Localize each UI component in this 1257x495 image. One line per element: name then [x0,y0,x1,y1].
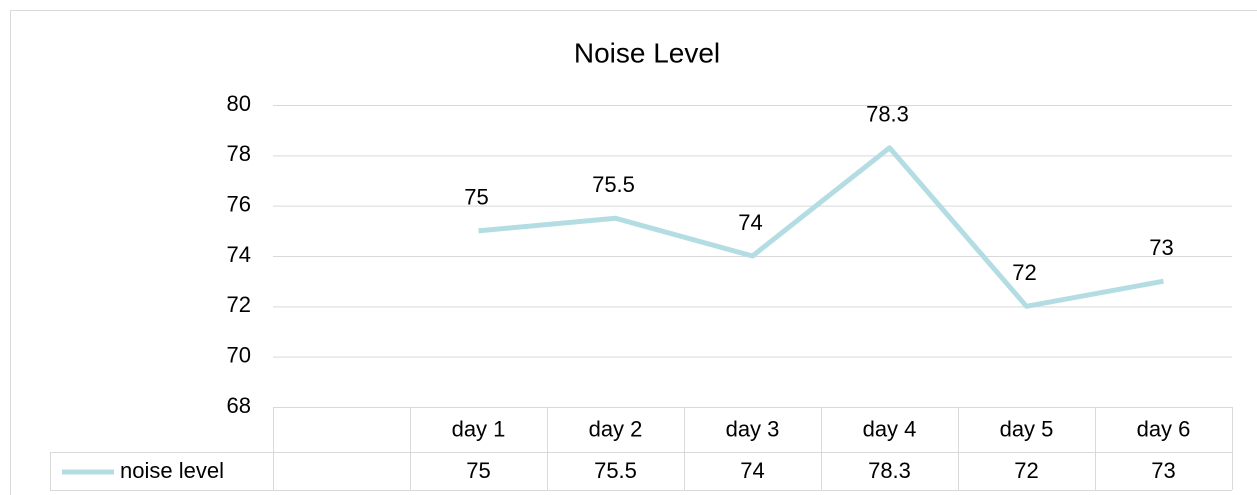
table-value: 72 [1014,458,1038,483]
x-tick-label: day 5 [1000,416,1054,441]
y-tick-label: 74 [227,242,251,267]
table-value: 73 [1151,458,1175,483]
data-label: 78.3 [866,102,909,127]
data-label: 75 [464,185,488,210]
x-tick-label: day 2 [589,416,643,441]
y-tick-label: 76 [227,191,251,216]
data-label: 74 [738,210,762,235]
x-tick-label: day 3 [726,416,780,441]
y-tick-label: 70 [227,342,251,367]
series-line [478,145,1164,309]
x-tick-label: day 1 [452,416,506,441]
table-value: 74 [740,458,764,483]
x-tick-label: day 4 [863,416,917,441]
data-label: 73 [1149,235,1173,260]
data-label: 75.5 [592,172,635,197]
table-value: 78.3 [868,458,911,483]
y-tick-label: 80 [227,91,251,116]
y-tick-label: 78 [227,141,251,166]
chart-title: Noise Level [574,37,720,68]
table-value: 75.5 [594,458,637,483]
legend-label: noise level [120,458,224,483]
x-tick-label: day 6 [1137,416,1191,441]
table-value: 75 [466,458,490,483]
y-tick-label: 68 [227,393,251,418]
y-tick-label: 72 [227,292,251,317]
data-label: 72 [1012,260,1036,285]
chart-border [10,10,1257,495]
